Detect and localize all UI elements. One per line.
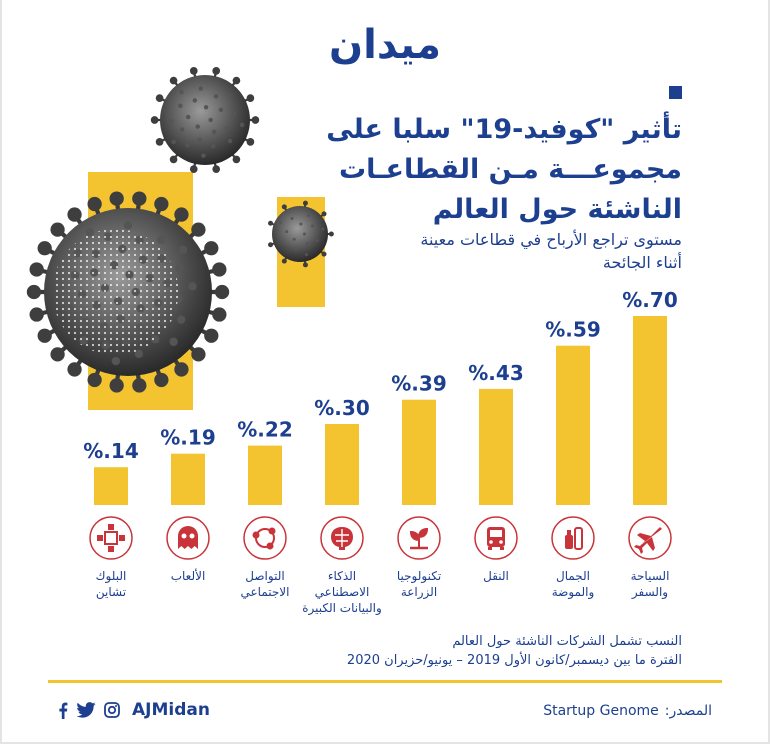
bar [248,445,282,505]
category-label: تكنولوجيا الزراعة [397,569,441,600]
instagram-icon[interactable] [104,702,120,718]
social-links: AJMidan [58,700,210,720]
title-line: تأثير "كوفيد-19" سلبا على [326,114,682,145]
note-line: النسب تشمل الشركات الناشئة حول العالم [452,634,682,649]
data-label: %.39 [391,372,446,396]
source-label: المصدر: [664,703,712,719]
data-label: %.19 [160,426,215,450]
bar [325,424,359,505]
data-label: %.22 [237,418,292,442]
category-label: النقل [483,569,509,583]
airplane-icon [628,516,672,560]
profit-decline-bar-chart: %.14 البلوك تشاين %.19 الألعاب %.22 التواصل الا… [83,288,677,616]
category-label: السياحة والسفر [631,569,670,600]
logo: ميدان [328,22,442,68]
note-line: الفترة ما بين ديسمبر/كانون الأول 2019 – … [346,653,682,668]
source-name: Startup Genome [543,703,659,719]
bar [479,388,513,505]
social-network-icon [243,516,287,560]
data-label: %.43 [468,361,523,385]
bar [94,467,128,505]
data-label: %.59 [545,318,600,342]
bar [171,453,205,505]
title-line: مجموعـــة مـن القطاعـات [339,154,682,185]
agritech-plant-icon [397,516,441,560]
ai-brain-icon [320,516,364,560]
category-label: الألعاب [171,568,206,583]
subtitle-line: أثناء الجائحة [602,253,682,272]
category-label: الجمال والموضة [552,569,595,600]
twitter-icon[interactable] [76,702,96,718]
footer-divider [48,680,722,683]
subtitle-line: مستوى تراجع الأرباح في قطاعات معينة [420,230,682,249]
category-label: التواصل الاجتماعي [241,569,290,599]
beauty-bottle-icon [551,516,595,560]
category-label: البلوك تشاين [96,569,127,600]
bus-icon [474,516,518,560]
title-marker [669,86,682,99]
social-handle[interactable]: AJMidan [132,700,210,720]
chart-notes: النسب تشمل الشركات الناشئة حول العالم ال… [182,632,682,670]
data-label: %.30 [314,396,369,420]
title-line: الناشئة حول العالم [432,194,682,225]
bar [633,316,667,505]
bar [402,399,436,505]
category-label: الذكاء الاصطناعي والبيانات الكبيرة [302,569,382,616]
data-label: %.14 [83,439,138,463]
infographic-title: تأثير "كوفيد-19" سلبا على مجموعـــة مـن … [262,110,682,230]
facebook-icon[interactable] [58,702,68,719]
bar [556,345,590,505]
source-credit: المصدر: Startup Genome [543,703,712,719]
data-label: %.70 [622,288,677,312]
infographic-subtitle: مستوى تراجع الأرباح في قطاعات معينة أثنا… [362,228,682,274]
gaming-icon [166,516,210,560]
blockchain-icon [89,516,133,560]
